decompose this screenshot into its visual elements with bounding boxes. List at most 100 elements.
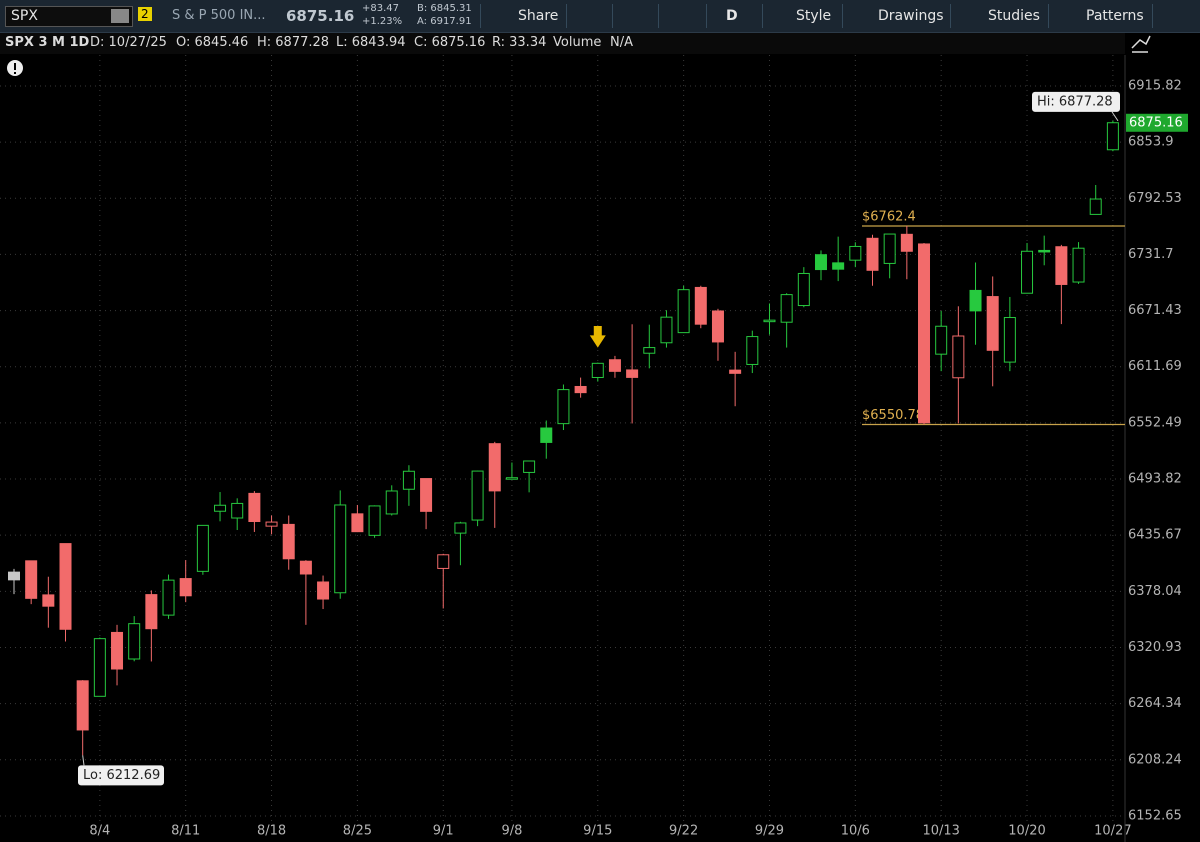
link-badge[interactable]: 2 [138, 7, 152, 21]
y-tick-label: 6671.43 [1128, 303, 1182, 318]
info-date: D: 10/27/25 [90, 35, 167, 50]
info-open: O: 6845.46 [176, 35, 249, 50]
candle-body [488, 443, 501, 492]
info-bar: SPX 3 M 1D D: 10/27/25 O: 6845.46 H: 687… [0, 33, 1125, 54]
y-tick-label: 6264.34 [1128, 696, 1182, 711]
candle-body [557, 389, 570, 425]
hi-leader [1111, 111, 1119, 122]
candle-body [437, 554, 450, 569]
candle-body [780, 294, 793, 323]
x-tick-label: 10/20 [1008, 824, 1045, 839]
candle-body [1003, 317, 1016, 363]
alert-dot [14, 72, 16, 74]
candle-body [883, 233, 896, 264]
candle-body [591, 362, 604, 378]
drawings-button[interactable]: Drawings [878, 8, 944, 24]
candle-body [196, 524, 209, 572]
candle-body [832, 262, 845, 270]
info-volume: Volume [553, 35, 602, 50]
info-high: H: 6877.28 [257, 35, 330, 50]
candle-body [128, 623, 141, 660]
candle-body [231, 502, 244, 519]
candle-body [711, 310, 724, 343]
y-tick-label: 6611.69 [1128, 359, 1182, 374]
toolbar: SPX 2 S & P 500 IN... 6875.16 +83.47 +1.… [0, 0, 1200, 33]
price-line-label: $6762.4 [862, 210, 916, 225]
description: S & P 500 IN... [172, 8, 266, 23]
candle-body [729, 369, 742, 374]
candle-body [454, 522, 467, 534]
candle-body [248, 492, 261, 522]
x-tick-label: 9/22 [669, 824, 698, 839]
last-price-tag [1126, 113, 1188, 132]
candle-body [900, 233, 913, 252]
dropdown[interactable] [111, 9, 129, 23]
lo-label: Lo: 6212.69 [83, 768, 160, 783]
x-tick-label: 8/11 [171, 824, 200, 839]
ask: A: 6917.91 [417, 16, 472, 27]
candle-body [694, 286, 707, 325]
info-close: C: 6875.16 [414, 35, 486, 50]
studies-button[interactable]: Studies [988, 8, 1040, 24]
signal-arrow [589, 325, 606, 348]
candle-body [265, 521, 278, 527]
candle-body [660, 316, 673, 344]
separator [842, 4, 843, 28]
candle-body [317, 581, 330, 600]
candle-body [334, 504, 347, 594]
candle-body [162, 579, 175, 616]
candle-body [42, 594, 55, 607]
last-price: 6875.16 [286, 7, 355, 25]
candle-body [918, 243, 931, 424]
symbol: SPX [11, 8, 38, 24]
bid: B: 6845.31 [417, 3, 472, 14]
candle-body [214, 504, 227, 512]
candle-body [763, 319, 776, 323]
x-tick-label: 8/4 [89, 824, 110, 839]
timeframe-button[interactable]: D [726, 8, 738, 24]
change-pct: +1.23% [362, 16, 403, 27]
candle-body [797, 272, 810, 307]
candle-body [145, 594, 158, 630]
candle-body [59, 543, 72, 630]
candle-body [849, 245, 862, 261]
y-tick-label: 6152.65 [1128, 808, 1182, 823]
candle-body [866, 237, 879, 271]
symbol-box[interactable]: SPX [5, 6, 133, 27]
candle-body [351, 513, 364, 533]
candle-body [93, 638, 106, 697]
y-tick-label: 6208.24 [1128, 752, 1182, 767]
x-tick-label: 9/29 [755, 824, 784, 839]
hi-box [1032, 91, 1120, 112]
separator [612, 4, 613, 28]
candle-body [935, 325, 948, 355]
x-tick-label: 8/18 [257, 824, 286, 839]
candle-body [969, 289, 982, 312]
candle-body [814, 254, 827, 271]
info-volume-value: N/A [610, 35, 633, 50]
info-low: L: 6843.94 [336, 35, 406, 50]
style-button[interactable]: Style [796, 8, 832, 24]
y-tick-label: 6915.82 [1128, 78, 1182, 93]
candle-body [1038, 249, 1051, 253]
share-button[interactable]: Share [518, 8, 559, 24]
candle-body [299, 560, 312, 575]
candle-body [626, 369, 639, 378]
candle-body [1021, 250, 1034, 294]
candle-body [25, 560, 38, 599]
separator [950, 4, 951, 28]
candle-body [643, 347, 656, 354]
candle-body [540, 427, 553, 443]
separator [658, 4, 659, 28]
candle-body [986, 296, 999, 351]
candle-body [1055, 246, 1068, 285]
candle-body [76, 680, 89, 731]
price-line-label: $6550.78 [862, 408, 924, 423]
info-range: R: 33.34 [492, 35, 547, 50]
y-tick-label: 6731.7 [1128, 247, 1174, 262]
candle-body [952, 335, 965, 379]
patterns-button[interactable]: Patterns [1086, 8, 1144, 24]
candle-body [505, 477, 518, 480]
candle-body [402, 470, 415, 490]
